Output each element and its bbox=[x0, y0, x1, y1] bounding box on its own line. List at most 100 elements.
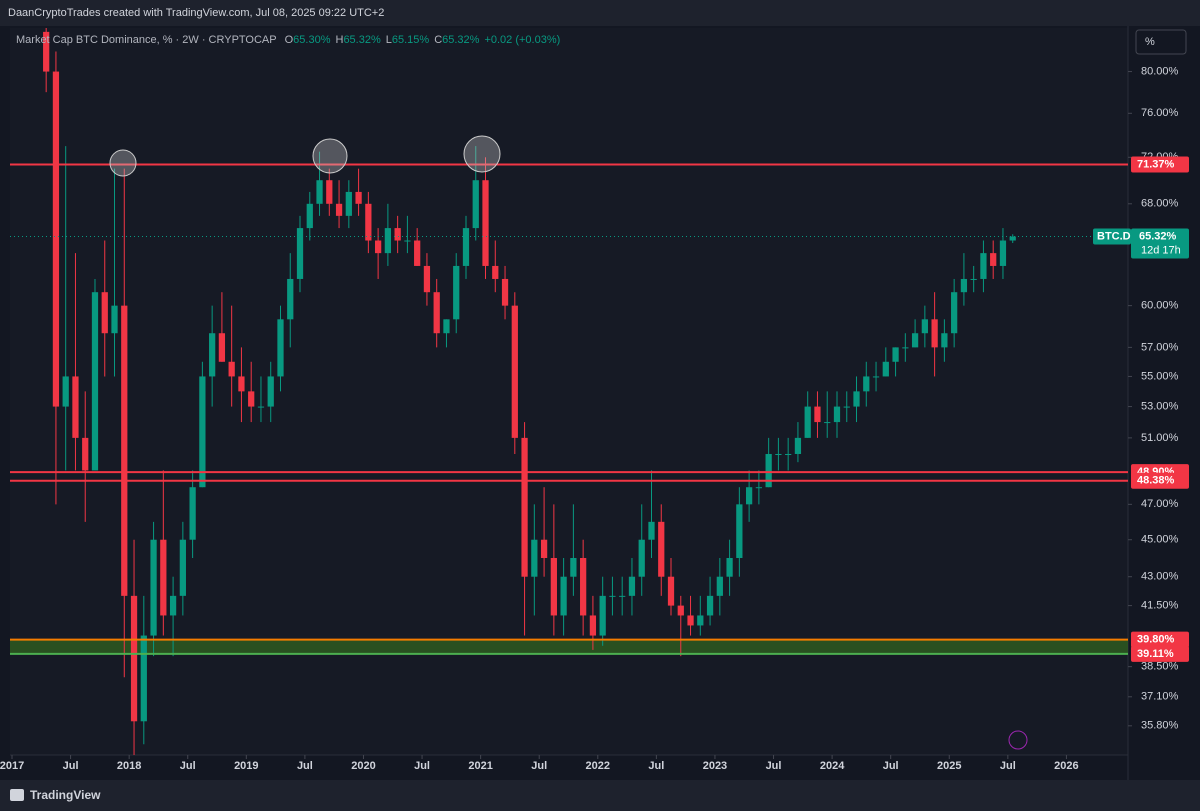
legend-change: +0.02 (+0.03%) bbox=[484, 34, 560, 46]
candle-body bbox=[101, 292, 108, 334]
x-tick-label: Jul bbox=[63, 760, 79, 772]
legend-key: C bbox=[434, 34, 442, 46]
x-tick-label: 2026 bbox=[1054, 760, 1078, 772]
candle-body bbox=[931, 319, 938, 348]
candle-body bbox=[326, 180, 333, 204]
support-zone bbox=[10, 639, 1128, 654]
candle-body bbox=[423, 265, 431, 293]
candle-body bbox=[121, 305, 128, 596]
legend-value: 65.32% bbox=[343, 34, 381, 46]
candle-body bbox=[638, 539, 645, 577]
highlight-circle bbox=[463, 135, 501, 173]
x-tick-label: Jul bbox=[180, 760, 196, 772]
level-label-box bbox=[1131, 472, 1189, 489]
bottom-bar bbox=[0, 780, 1200, 811]
x-tick-label: Jul bbox=[883, 760, 899, 772]
x-tick-label: Jul bbox=[1000, 760, 1016, 772]
candle-body bbox=[501, 278, 509, 306]
candle-body bbox=[882, 361, 889, 377]
candle-body bbox=[726, 558, 733, 577]
unit-button-label[interactable]: % bbox=[1145, 36, 1155, 48]
candle-body bbox=[433, 292, 440, 334]
y-tick-label: 80.00% bbox=[1141, 65, 1179, 77]
x-tick-label: 2017 bbox=[0, 760, 24, 772]
level-label: 39.11% bbox=[1137, 648, 1174, 660]
candle-body bbox=[257, 406, 265, 408]
candle-body bbox=[521, 437, 528, 577]
candle-body bbox=[462, 228, 470, 266]
candle-body bbox=[609, 595, 616, 597]
legend-key: L bbox=[386, 34, 392, 46]
candle-body bbox=[599, 595, 606, 636]
candle-body bbox=[755, 487, 763, 489]
candle-body bbox=[62, 376, 69, 407]
candle-body bbox=[580, 558, 587, 616]
candle-body bbox=[970, 278, 977, 280]
candle-body bbox=[1009, 236, 1016, 241]
level-label: 71.37% bbox=[1137, 158, 1175, 170]
candle-body bbox=[52, 71, 60, 407]
candle-body bbox=[316, 180, 323, 204]
candle-body bbox=[941, 333, 948, 348]
candle-body bbox=[619, 595, 626, 597]
level-label: 39.80% bbox=[1137, 634, 1175, 646]
candle-body bbox=[902, 347, 909, 349]
legend-value: 65.30% bbox=[293, 34, 331, 46]
level-label-box bbox=[1131, 645, 1189, 662]
x-tick-label: Jul bbox=[648, 760, 664, 772]
candle-body bbox=[355, 191, 362, 204]
level-label: 48.38% bbox=[1137, 475, 1175, 487]
candle-body bbox=[892, 347, 899, 362]
candle-body bbox=[82, 437, 89, 471]
candle-body bbox=[550, 558, 557, 616]
unit-button[interactable] bbox=[1135, 29, 1187, 55]
legend-key: H bbox=[335, 34, 343, 46]
candle-body bbox=[218, 333, 226, 362]
candle-body bbox=[736, 504, 743, 559]
candle-body bbox=[72, 376, 79, 438]
x-tick-label: Jul bbox=[531, 760, 547, 772]
attribution: DaanCryptoTrades created with TradingVie… bbox=[8, 7, 384, 19]
x-tick-label: 2018 bbox=[117, 760, 141, 772]
y-tick-label: 68.00% bbox=[1141, 198, 1179, 210]
candle-body bbox=[414, 240, 421, 266]
candle-body bbox=[794, 437, 802, 454]
candle-body bbox=[287, 278, 294, 320]
candle-body bbox=[492, 265, 499, 279]
candle-body bbox=[667, 576, 675, 606]
candle-body bbox=[785, 453, 792, 455]
candle-body bbox=[833, 406, 841, 423]
legend-key: O bbox=[285, 34, 294, 46]
candle-body bbox=[189, 487, 196, 540]
y-tick-label: 38.50% bbox=[1141, 661, 1179, 673]
candle-body bbox=[384, 228, 392, 254]
candle-body bbox=[374, 240, 382, 254]
candle-body bbox=[296, 228, 304, 279]
candle-body bbox=[140, 635, 147, 722]
y-tick-label: 47.00% bbox=[1141, 498, 1179, 510]
highlight-circle bbox=[109, 149, 137, 177]
x-tick-label: 2022 bbox=[586, 760, 610, 772]
y-tick-label: 53.00% bbox=[1141, 400, 1179, 412]
candle-body bbox=[482, 180, 489, 266]
replay-icon[interactable] bbox=[1008, 730, 1028, 750]
candle-body bbox=[648, 521, 655, 540]
brand-logo bbox=[10, 789, 24, 801]
candle-body bbox=[911, 333, 919, 348]
candle-body bbox=[804, 406, 811, 438]
candle-body bbox=[472, 180, 479, 229]
candle-body bbox=[716, 576, 723, 596]
y-tick-label: 76.00% bbox=[1141, 107, 1179, 119]
candle-body bbox=[267, 376, 274, 407]
candle-body bbox=[169, 595, 177, 616]
candle-body bbox=[394, 228, 401, 241]
candle-body bbox=[277, 319, 284, 377]
highlight-circle bbox=[312, 138, 348, 174]
candle-body bbox=[404, 240, 411, 242]
candle-body bbox=[228, 361, 235, 377]
candle-body bbox=[238, 376, 245, 392]
candle-body bbox=[560, 576, 567, 616]
candle-body bbox=[306, 203, 313, 229]
candle-body bbox=[843, 406, 850, 408]
candle-body bbox=[130, 595, 138, 722]
